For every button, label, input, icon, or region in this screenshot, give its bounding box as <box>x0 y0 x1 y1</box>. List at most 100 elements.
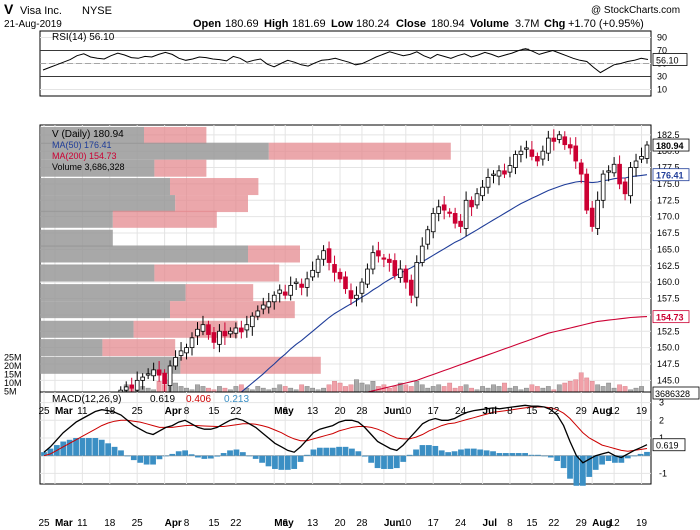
macd-x-tick-label: 22 <box>548 518 560 529</box>
price-x-tick-label: 15 <box>208 406 220 417</box>
candle-body <box>189 337 195 349</box>
candle-body <box>392 260 398 276</box>
ma50-tag <box>652 168 690 182</box>
volume-tick-label: 20M <box>4 361 22 371</box>
macd-x-tick-label: 24 <box>455 518 467 529</box>
macd-histogram-bar <box>470 448 477 456</box>
macd-histogram-bar <box>477 449 484 456</box>
candle-body <box>458 220 463 227</box>
macd-tick-label: 3 <box>659 398 664 408</box>
macd-histogram-bar <box>381 455 387 469</box>
candle-body <box>419 245 425 263</box>
candle-body <box>217 330 222 345</box>
candle-body <box>123 386 129 391</box>
candle-body <box>633 160 639 168</box>
ohlc-low-value: 180.24 <box>356 18 390 30</box>
candle-body <box>184 347 189 354</box>
macd-x-tick-label: 15 <box>208 518 220 529</box>
macd-histogram-bar <box>413 449 419 456</box>
macd-histogram-bar <box>458 449 464 456</box>
candle-body <box>546 137 551 154</box>
macd-histogram-bar <box>612 455 618 463</box>
volume-by-price-up-bar <box>40 264 155 282</box>
rsi-tick-label: 90 <box>657 33 667 43</box>
macd-x-tick-label: 13 <box>307 518 319 529</box>
macd-histogram-bar <box>426 445 432 456</box>
candle-body <box>452 212 458 224</box>
macd-histogram-bar <box>188 454 195 456</box>
candle-body <box>277 289 283 294</box>
macd-histogram-bar <box>92 438 99 456</box>
macd-value-tag-text: 0.619 <box>656 441 679 451</box>
macd-histogram-bar <box>605 455 612 461</box>
candle-body <box>266 301 272 308</box>
candle-body <box>556 134 562 140</box>
price-tick-label: 182.5 <box>657 130 680 140</box>
candle-body <box>145 373 151 376</box>
candle-body <box>639 156 644 160</box>
volume-by-price-up-bar <box>40 356 181 374</box>
macd-histogram-bar <box>233 449 240 456</box>
volume-tick-label: 25M <box>4 353 22 363</box>
volume-by-price-up-bar <box>40 284 186 302</box>
macd-histogram-bar <box>66 439 73 456</box>
macd-histogram-bar <box>227 450 233 456</box>
macd-histogram-bar <box>111 446 118 456</box>
price-panel: 182.5180.0177.5175.0172.5170.0167.5165.0… <box>4 124 700 402</box>
last-price-tag <box>652 138 690 152</box>
macd-x-tick-label: 18 <box>104 518 116 529</box>
volume-by-price-down-bar <box>248 245 300 263</box>
candle-body <box>469 199 474 208</box>
candle-body <box>387 258 392 263</box>
candle-body <box>260 304 266 310</box>
candle-body <box>228 330 233 335</box>
candle-body <box>134 379 140 391</box>
macd-histogram-bar <box>599 455 605 465</box>
macd-x-tick-label: 8 <box>184 518 190 529</box>
macd-histogram-bar <box>496 453 503 456</box>
macd-histogram-bar <box>73 438 79 456</box>
macd-histogram-bar <box>246 455 253 457</box>
macd-histogram-bar <box>374 455 381 469</box>
price-x-tick-label: 20 <box>334 406 346 417</box>
macd-value: 0.619 <box>150 394 175 405</box>
macd-tick-label: -1 <box>659 468 667 478</box>
candle-body <box>255 310 261 317</box>
volume-by-price-down-bar <box>154 159 207 177</box>
macd-histogram-bar <box>41 452 47 456</box>
macd-histogram-bar <box>201 455 208 459</box>
macd-histogram-bar <box>323 447 330 456</box>
volume-by-price-up-bar <box>40 178 170 196</box>
candle-body <box>578 162 584 175</box>
candle-body <box>337 271 343 280</box>
rsi-tick-label: 70 <box>657 46 667 56</box>
candle-body <box>595 199 600 229</box>
candle-body <box>617 163 622 185</box>
macd-histogram-bar <box>130 455 137 461</box>
ohlc-high-label: High <box>264 18 289 30</box>
candle-body <box>200 324 206 332</box>
candle-body <box>167 365 173 386</box>
candle-body <box>381 257 387 260</box>
candle-body <box>430 212 436 233</box>
price-x-tick-label: 10 <box>400 406 412 417</box>
price-tick-label: 147.5 <box>657 359 680 369</box>
rsi-overbought-fill <box>522 48 530 51</box>
price-tick-label: 177.5 <box>657 163 680 173</box>
ma200-tag-text: 154.73 <box>656 313 684 323</box>
macd-x-tick-label: Jun <box>384 518 402 529</box>
rsi-tick-label: 30 <box>657 72 667 82</box>
macd-histogram-bar <box>644 451 650 456</box>
macd-histogram-bar <box>528 454 535 456</box>
macd-histogram-bar <box>541 455 548 457</box>
macd-histogram-bar <box>169 453 176 456</box>
ma50-line <box>230 174 648 402</box>
macd-histogram-bar <box>618 455 625 463</box>
candle-body <box>518 150 524 155</box>
macd-histogram-bar <box>592 455 599 470</box>
candle-body <box>628 167 633 197</box>
macd-histogram-bar <box>624 455 631 459</box>
candle-body <box>233 327 239 334</box>
macd-histogram-bar <box>349 448 355 456</box>
